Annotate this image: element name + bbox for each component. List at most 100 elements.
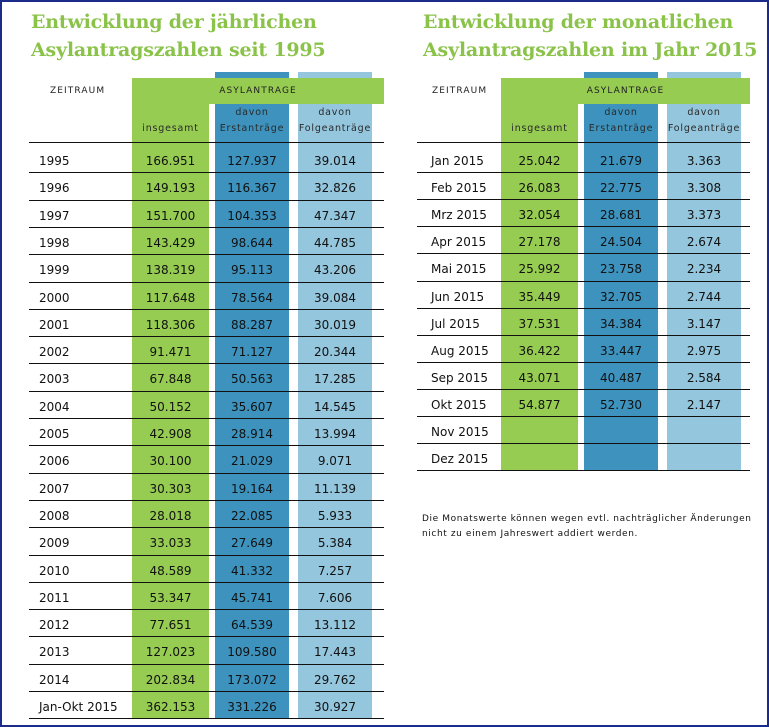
row-divider [29,254,384,256]
cell-follow: 39.084 [314,290,356,305]
row-label: 1996 [39,181,70,196]
cell-first: 95.113 [231,263,273,278]
cell-first: 28.914 [231,427,273,441]
cell-follow: 20.344 [314,345,356,360]
cell-total: 77.651 [149,618,192,633]
cell-total: 127.023 [145,645,196,660]
cell-first: 78.564 [231,290,273,305]
row-label: Jan-Okt 2015 [39,700,118,714]
cell-follow: 5.933 [317,508,353,523]
cell-total: 67.848 [149,372,192,387]
cell-follow: 2.584 [686,370,722,385]
cell-follow: 30.019 [314,317,356,332]
cell-total: 117.648 [145,290,196,305]
row-label: Aug 2015 [431,343,489,358]
cell-first: 127.937 [227,154,277,168]
cell-total: 30.303 [149,481,192,496]
row-divider [29,172,384,174]
left-col2-header: davon Erstanträge [219,107,285,134]
cell-first: 28.681 [600,208,642,223]
cell-first: 22.775 [600,181,642,196]
row-divider [417,307,750,309]
cell-total: 28.018 [149,508,192,523]
cell-total: 36.422 [518,343,561,358]
cell-first: 64.539 [231,618,273,633]
right-col-follow-band [667,104,741,470]
cell-follow: 13.112 [314,618,356,633]
row-label: Jul 2015 [431,316,480,331]
left-header-group: ASYLANTRAGE [219,86,297,96]
cell-first: 21.029 [231,454,273,469]
cell-first: 331.226 [227,700,277,714]
cell-follow: 17.443 [314,645,356,660]
cell-total: 43.071 [518,370,561,385]
cell-total: 202.834 [145,672,196,687]
cell-total: 48.589 [149,563,192,578]
row-divider [29,663,384,665]
right-header-group: ASYLANTRAGE [586,86,665,96]
row-label: 2003 [39,372,70,387]
cell-first: 33.447 [600,343,642,358]
row-divider [29,226,384,228]
cell-total: 50.152 [149,399,192,414]
cell-follow: 11.139 [314,481,356,496]
cell-first: 50.563 [231,372,273,387]
cell-follow: 2.975 [686,343,722,358]
cell-follow: 5.384 [317,536,353,551]
cell-total: 37.531 [518,316,561,331]
left-header-band [132,78,384,104]
row-label: 2004 [39,399,70,414]
row-divider [29,718,384,720]
cell-follow: 2.744 [686,289,722,304]
row-label: Mai 2015 [431,262,487,277]
left-header-period: ZEITRAUM [50,86,106,96]
cell-total: 138.319 [145,263,196,278]
right-col1-header: insgesamt [511,123,568,134]
right-col2-header: davon Erstanträge [588,107,654,134]
left-title-line1: Entwicklung der jährlichen [31,11,317,33]
cell-follow: 39.014 [314,154,356,168]
row-label: 2001 [39,317,70,332]
left-title: Entwicklung der jährlichen Asylantragsza… [31,8,326,64]
row-label: 2007 [39,481,70,496]
cell-total: 35.449 [518,289,561,304]
row-divider [29,199,384,201]
cell-first: 88.287 [231,317,273,332]
cell-follow: 2.147 [686,397,722,412]
cell-first: 45.741 [231,590,273,605]
row-divider [29,609,384,611]
right-title-line2: Asylantragszahlen im Jahr 2015 [423,39,758,61]
cell-follow: 29.762 [314,672,356,687]
row-divider [417,253,750,255]
row-label: Nov 2015 [431,425,489,439]
row-divider [417,416,750,417]
row-divider [29,390,384,392]
cell-first: 35.607 [231,399,273,414]
row-label: Dez 2015 [431,452,489,467]
row-divider [29,636,384,638]
cell-total: 54.877 [518,397,561,412]
cell-follow: 7.257 [317,563,353,578]
cell-total: 25.992 [518,262,561,277]
row-divider [29,445,384,447]
row-label: 2011 [39,590,70,605]
left-header-divider [29,142,384,143]
row-label: 2005 [39,427,70,441]
cell-total: 25.042 [518,154,561,168]
cell-first: 116.367 [227,181,277,196]
row-label: 2014 [39,672,70,687]
left-title-line2: Asylantragszahlen seit 1995 [31,39,326,61]
row-divider [29,418,384,419]
right-header-divider [417,142,750,143]
cell-first: 22.085 [231,508,273,523]
row-divider [417,443,750,445]
row-divider [417,280,750,282]
cell-total: 27.178 [518,235,561,250]
cell-first: 109.580 [227,645,277,660]
row-label: 1999 [39,263,70,278]
row-divider [29,336,384,338]
cell-first: 21.679 [600,154,642,168]
row-divider [29,472,384,474]
cell-total: 91.471 [149,345,192,360]
cell-follow: 30.927 [314,700,356,714]
